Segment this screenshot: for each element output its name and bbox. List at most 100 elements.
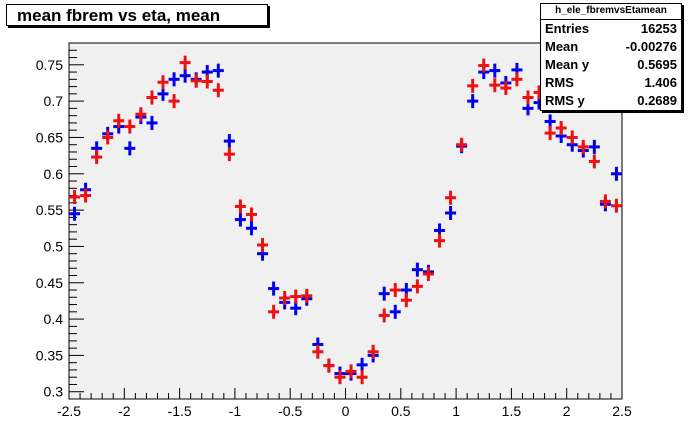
data-point-red — [102, 130, 114, 145]
data-point-red — [555, 121, 567, 136]
data-point-red — [201, 74, 213, 89]
data-point-red — [434, 233, 446, 248]
data-point-red — [212, 83, 224, 98]
data-point-blue — [467, 94, 479, 109]
stats-box: h_ele_fbremvsEtamean Entries 16253 Mean … — [540, 3, 682, 111]
data-point-blue — [610, 166, 622, 181]
stats-row-rms-y: RMS y 0.2689 — [541, 92, 681, 110]
data-point-red — [356, 370, 368, 385]
data-point-blue — [245, 221, 257, 236]
stats-label: RMS y — [545, 93, 585, 108]
y-tick-label: 0.4 — [44, 311, 64, 327]
data-point-blue — [411, 262, 423, 277]
stats-histogram-name: h_ele_fbremvsEtamean — [541, 4, 681, 20]
data-point-red — [478, 58, 490, 73]
y-tick-label: 0.3 — [44, 384, 64, 400]
chart-title: mean fbrem vs eta, mean — [6, 4, 268, 26]
data-point-red — [456, 137, 468, 152]
x-tick-label: 0.5 — [391, 403, 411, 419]
stats-value: 0.5695 — [637, 57, 677, 72]
data-point-red — [323, 358, 335, 373]
data-point-red — [80, 188, 92, 203]
x-tick-label: 1.5 — [502, 403, 522, 419]
data-point-blue — [69, 206, 81, 221]
data-point-blue — [588, 139, 600, 154]
stats-value: -0.00276 — [625, 39, 677, 54]
data-point-red — [312, 344, 324, 359]
data-point-blue — [168, 72, 180, 87]
data-point-red — [610, 198, 622, 213]
data-point-red — [400, 293, 412, 308]
stats-row-rms: RMS 1.406 — [541, 74, 681, 92]
data-point-red — [445, 190, 457, 205]
data-point-blue — [146, 115, 158, 130]
data-point-blue — [378, 286, 390, 301]
data-point-red — [69, 190, 81, 205]
stats-value: 16253 — [640, 21, 677, 36]
data-point-red — [301, 288, 313, 303]
data-point-blue — [268, 281, 280, 296]
x-tick-label: -2.5 — [57, 403, 81, 419]
data-point-red — [268, 304, 280, 319]
data-point-red — [113, 113, 125, 128]
data-point-red — [334, 370, 346, 385]
axes-group: -2.5 -2 -1.5 -1 -0.5 0 0.5 1 1.5 2 2.5 0.3 0.35 0.4 0.… — [36, 42, 632, 419]
data-point-red — [411, 279, 423, 294]
stats-row-entries: Entries 16253 — [541, 20, 681, 38]
stats-label: Mean — [545, 39, 579, 54]
data-point-red — [279, 291, 291, 306]
y-tick-label: 0.65 — [36, 129, 63, 145]
x-tick-label: 2.5 — [612, 403, 632, 419]
y-tick-label: 0.75 — [36, 57, 63, 73]
y-tick-label: 0.45 — [36, 275, 63, 291]
data-point-red — [245, 207, 257, 222]
data-point-blue — [356, 357, 368, 372]
data-point-red — [599, 194, 611, 209]
data-point-blue — [124, 141, 136, 156]
data-point-blue — [179, 68, 191, 83]
stats-label: RMS — [545, 75, 574, 90]
data-point-blue — [389, 304, 401, 319]
stats-value: 1.406 — [644, 75, 677, 90]
y-tick-label: 0.55 — [36, 202, 63, 218]
data-point-red — [544, 126, 556, 141]
x-tick-label: -0.5 — [278, 403, 302, 419]
data-point-red — [588, 154, 600, 169]
data-point-red — [234, 199, 246, 214]
data-point-blue — [445, 206, 457, 221]
y-tick-label: 0.5 — [44, 238, 64, 254]
data-point-red — [367, 344, 379, 359]
x-tick-label: -1.5 — [168, 403, 192, 419]
data-point-red — [422, 267, 434, 282]
y-tick-label: 0.6 — [44, 166, 64, 182]
data-point-red — [489, 78, 501, 93]
data-point-red — [378, 308, 390, 323]
stats-label: Entries — [545, 21, 590, 36]
x-tick-label: -2 — [118, 403, 131, 419]
data-point-red — [223, 147, 235, 162]
data-point-red — [500, 81, 512, 96]
data-point-red — [290, 289, 302, 304]
data-point-blue — [223, 134, 235, 149]
data-point-red — [168, 94, 180, 109]
data-point-red — [522, 90, 534, 105]
data-point-red — [257, 237, 269, 252]
data-point-red — [190, 73, 202, 88]
data-point-red — [146, 90, 158, 105]
data-point-red — [345, 364, 357, 379]
plot-frame — [68, 42, 623, 400]
x-tick-label: 1 — [452, 403, 460, 419]
stats-value: 0.2689 — [637, 93, 677, 108]
data-point-red — [91, 150, 103, 165]
data-point-red — [511, 72, 523, 87]
stats-row-mean: Mean -0.00276 — [541, 38, 681, 56]
data-point-red — [157, 75, 169, 90]
x-tick-label: 2 — [563, 403, 571, 419]
x-tick-label: -1 — [229, 403, 242, 419]
data-point-red — [566, 130, 578, 145]
stats-label: Mean y — [545, 57, 590, 72]
data-point-blue — [234, 212, 246, 227]
data-point-red — [389, 283, 401, 298]
data-point-blue — [489, 63, 501, 78]
